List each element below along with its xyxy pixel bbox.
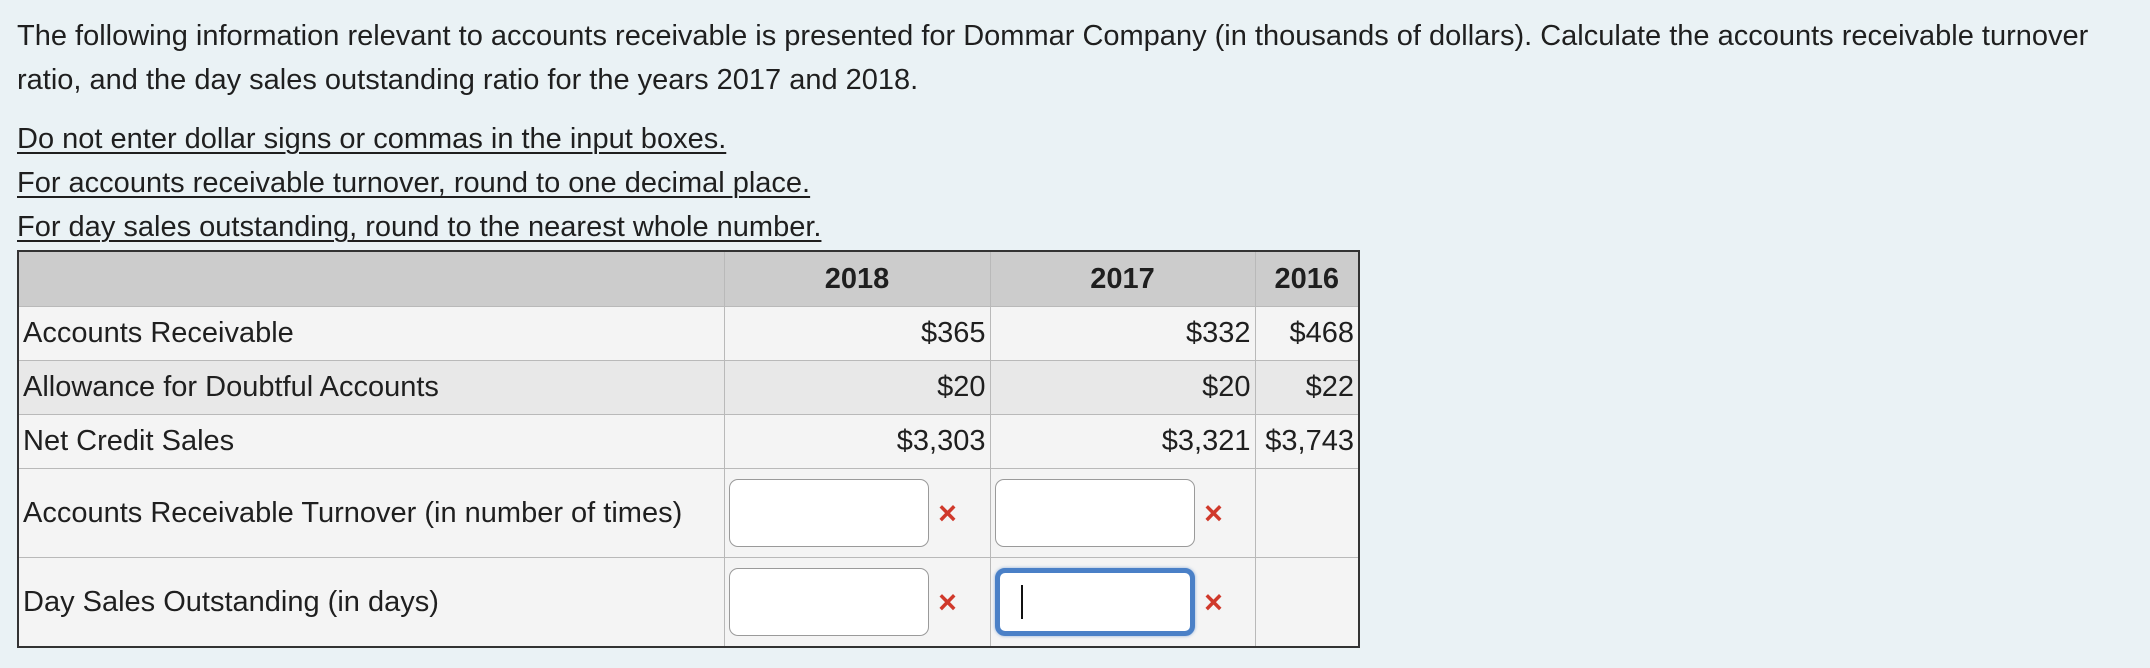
- value-sales-2016: $3,743: [1254, 414, 1360, 469]
- dso-2017-input[interactable]: [994, 568, 1195, 636]
- table-row: Allowance for Doubtful Accounts $20 $20 …: [17, 360, 1360, 415]
- value-allowance-2017: $20: [989, 360, 1256, 415]
- cell-turnover-2016-empty: [1254, 468, 1360, 558]
- cell-dso-2016-empty: [1254, 557, 1360, 648]
- value-sales-2017: $3,321: [989, 414, 1256, 469]
- cell-dso-2018: ×: [723, 557, 991, 648]
- row-label-net-credit-sales: Net Credit Sales: [17, 414, 725, 469]
- header-2016: 2016: [1254, 250, 1360, 307]
- data-table: 2018 2017 2016 Accounts Receivable $365 …: [17, 250, 1360, 648]
- header-2017: 2017: [989, 250, 1256, 307]
- row-label-allowance: Allowance for Doubtful Accounts: [17, 360, 725, 415]
- instruction-no-dollar-signs: Do not enter dollar signs or commas in t…: [17, 123, 727, 155]
- value-ar-2017: $332: [989, 306, 1256, 361]
- instructions: Do not enter dollar signs or commas in t…: [17, 117, 2137, 249]
- table-row: Accounts Receivable Turnover (in number …: [17, 468, 1360, 558]
- dso-2018-input[interactable]: [728, 568, 929, 636]
- turnover-2017-input[interactable]: [994, 479, 1195, 547]
- instruction-dso-rounding: For day sales outstanding, round to the …: [17, 211, 822, 243]
- cell-turnover-2018: ×: [723, 468, 991, 558]
- table-row: Net Credit Sales $3,303 $3,321 $3,743: [17, 414, 1360, 469]
- value-allowance-2016: $22: [1254, 360, 1360, 415]
- value-sales-2018: $3,303: [723, 414, 991, 469]
- row-label-dso: Day Sales Outstanding (in days): [17, 557, 725, 648]
- incorrect-icon: ×: [1204, 495, 1223, 531]
- value-ar-2016: $468: [1254, 306, 1360, 361]
- incorrect-icon: ×: [1204, 584, 1223, 620]
- question-intro: The following information relevant to ac…: [17, 20, 2089, 96]
- instruction-turnover-rounding: For accounts receivable turnover, round …: [17, 167, 811, 199]
- incorrect-icon: ×: [938, 584, 957, 620]
- row-label-accounts-receivable: Accounts Receivable: [17, 306, 725, 361]
- cell-turnover-2017: ×: [989, 468, 1256, 558]
- value-ar-2018: $365: [723, 306, 991, 361]
- question-container: The following information relevant to ac…: [17, 14, 2137, 648]
- cell-dso-2017: ×: [989, 557, 1256, 648]
- incorrect-icon: ×: [938, 495, 957, 531]
- text-caret: [1020, 585, 1023, 619]
- turnover-2018-input[interactable]: [728, 479, 929, 547]
- table-row: Accounts Receivable $365 $332 $468: [17, 306, 1360, 361]
- header-row: 2018 2017 2016: [17, 250, 1360, 307]
- table-row: Day Sales Outstanding (in days) × ×: [17, 557, 1360, 648]
- value-allowance-2018: $20: [723, 360, 991, 415]
- dso-2017-input-wrapper: [994, 568, 1195, 636]
- header-blank: [17, 250, 725, 307]
- row-label-ar-turnover: Accounts Receivable Turnover (in number …: [17, 468, 725, 558]
- header-2018: 2018: [723, 250, 991, 307]
